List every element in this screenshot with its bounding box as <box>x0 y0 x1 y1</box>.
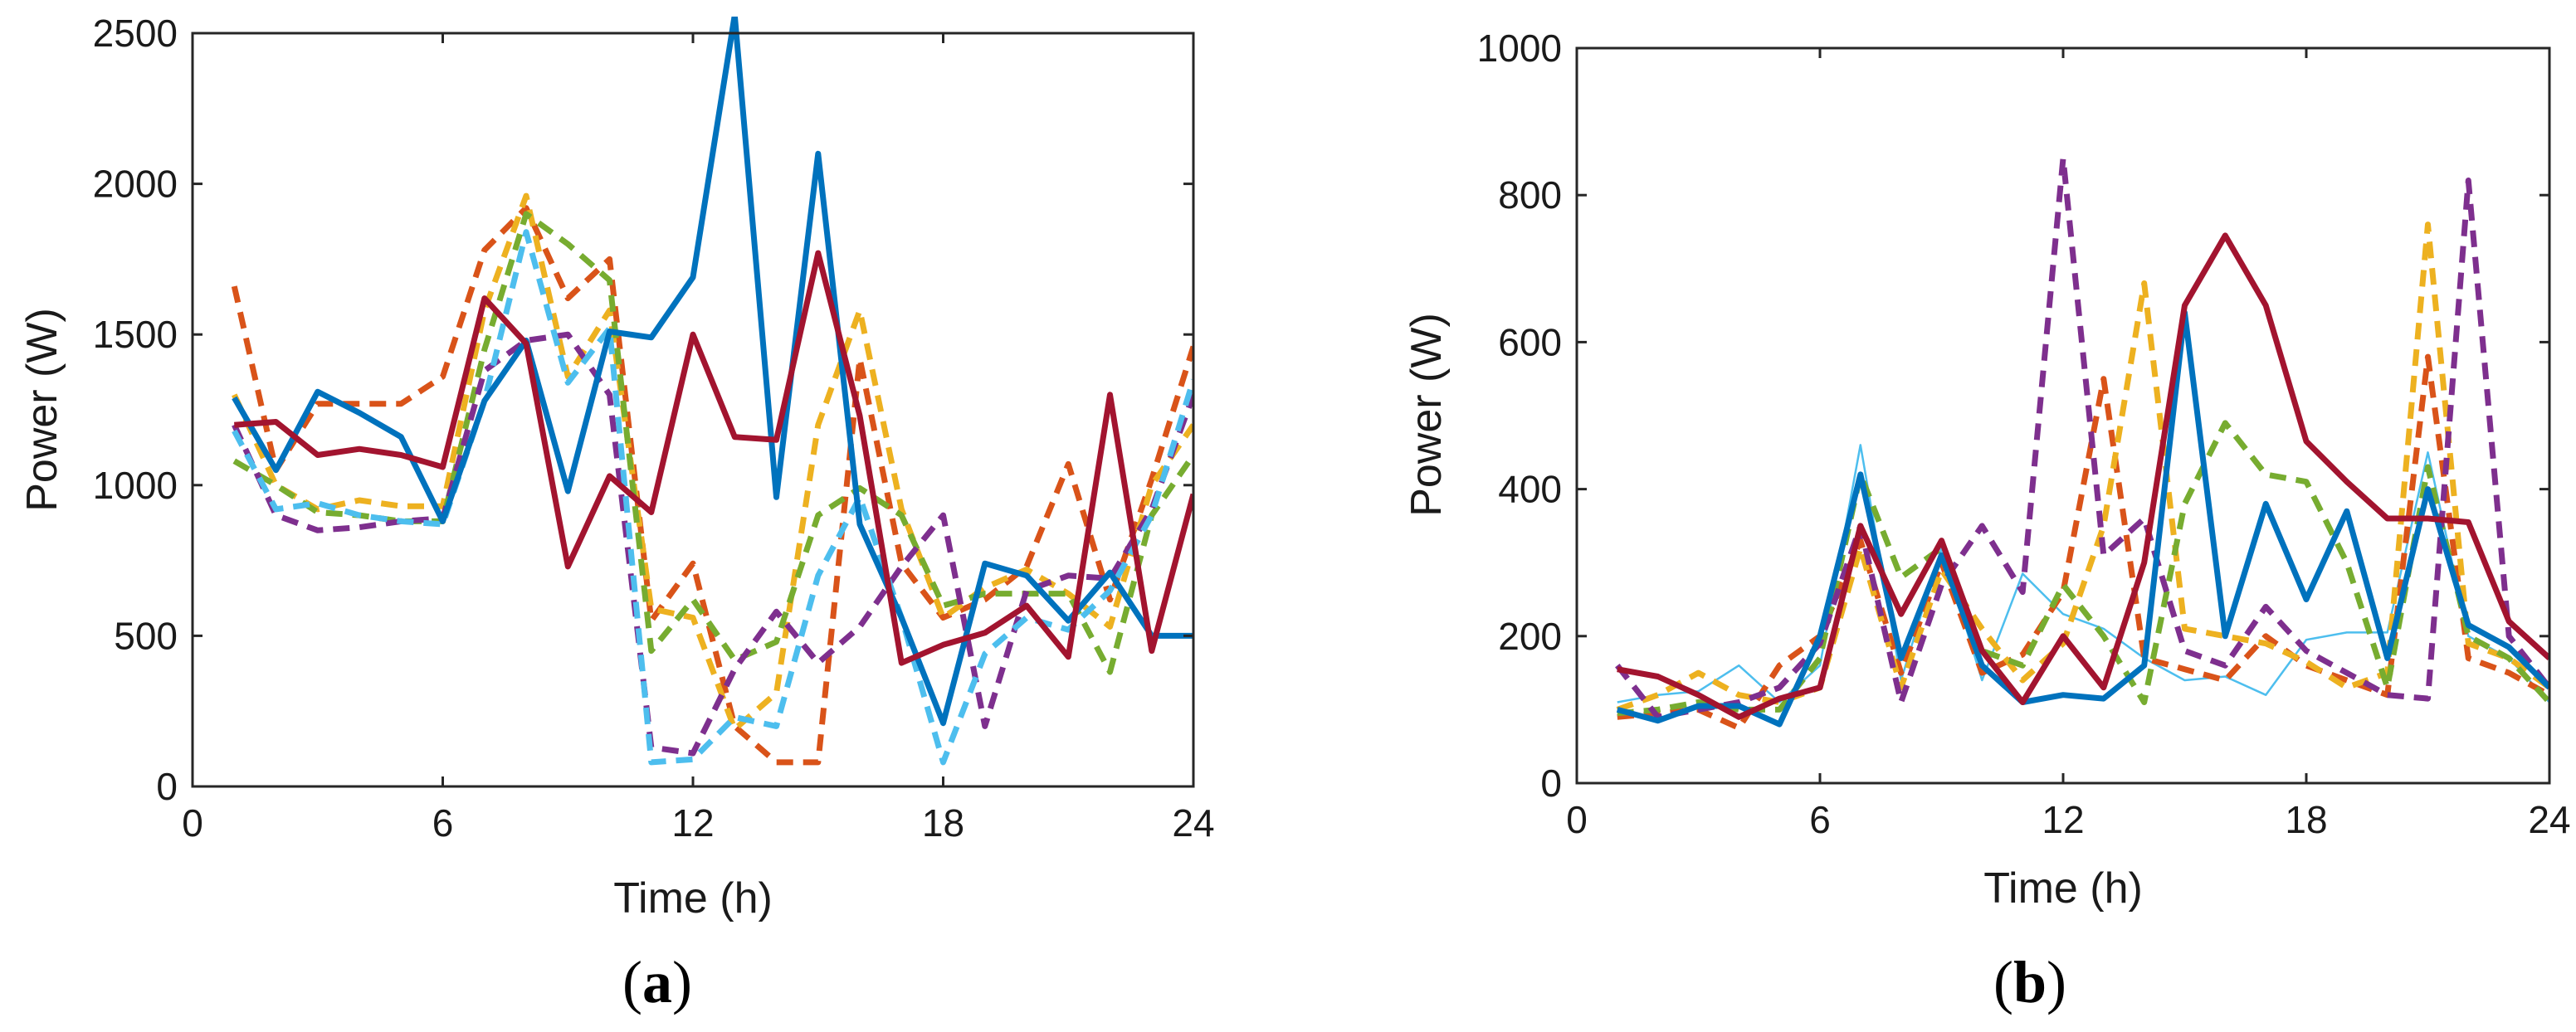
panel-b-x-tick-label: 24 <box>2528 798 2570 841</box>
panel-a-series-dashed-orange <box>231 205 1193 766</box>
panel-a-y-axis-label: Power (W) <box>18 308 66 512</box>
panel-b-y-axis-label: Power (W) <box>1403 313 1451 517</box>
panel-a-ticks: 0 6 12 18 24 0 500 1000 1500 2000 2500 <box>93 12 1215 845</box>
panel-a-caption: (a) <box>622 949 692 1015</box>
panel-b-y-tick-label: 0 <box>1540 762 1562 805</box>
panel-b-x-tick-label: 12 <box>2042 798 2084 841</box>
panel-a-caption-letter: a <box>642 949 672 1015</box>
panel-a-y-tick-label: 500 <box>114 614 178 657</box>
panel-b-ticks: 0 6 12 18 24 0 200 400 600 800 1000 <box>1477 27 2571 841</box>
panel-a-x-tick-label: 0 <box>182 801 203 845</box>
panel-a-plot-frame <box>191 32 1195 788</box>
panel-a-series-dashed-lightblue <box>232 229 1193 766</box>
panel-b-y-tick-label: 1000 <box>1477 27 1562 70</box>
panel-b-caption: (b) <box>1993 949 2066 1015</box>
panel-a-x-tick-label: 6 <box>432 801 454 845</box>
panel-a-series-solid-blue <box>232 17 1193 727</box>
panel-b-y-tick-label: 600 <box>1498 320 1562 363</box>
panel-a-x-tick-label: 18 <box>922 801 964 845</box>
panel-b-x-tick-label: 6 <box>1809 798 1831 841</box>
panel-a-series-dashed-purple <box>232 331 1193 757</box>
panel-a-y-tick-label: 1500 <box>93 313 178 356</box>
panel-a-x-tick-label: 24 <box>1172 801 1214 845</box>
panel-a-y-tick-label: 1000 <box>93 464 178 507</box>
panel-b-x-tick-label: 18 <box>2285 798 2327 841</box>
panel-a-y-tick-label: 2500 <box>93 12 178 55</box>
panel-b-y-tick-label: 800 <box>1498 173 1562 217</box>
panel-b-x-axis-label: Time (h) <box>1983 864 2143 913</box>
panel-b-series-dashed-yellow <box>1616 221 2549 713</box>
panel-b-series-solid-blue <box>1616 309 2549 728</box>
panel-b-series-dashed-green <box>1617 420 2549 717</box>
panel-a-series-group <box>231 17 1193 766</box>
panel-b-plot-frame <box>1575 46 2551 785</box>
panel-a: 0 6 12 18 24 0 500 1000 1500 2000 2500 Time (h) Po… <box>18 12 1215 1015</box>
panel-b-series-solid-red <box>1617 232 2549 720</box>
panel-b-x-tick-label: 0 <box>1566 798 1588 841</box>
panel-a-series-solid-red <box>234 250 1193 666</box>
panel-b-y-tick-label: 400 <box>1498 468 1562 511</box>
panel-b-series-group <box>1615 155 2549 731</box>
panel-a-y-tick-label: 2000 <box>93 163 178 206</box>
panel-b-caption-letter: b <box>2013 949 2047 1015</box>
panel-b-series-dashed-purple <box>1615 155 2549 720</box>
panel-a-series-dashed-yellow <box>232 192 1193 733</box>
panel-b: 0 6 12 18 24 0 200 400 600 800 1000 Time (h) Power… <box>1403 27 2571 1015</box>
panel-b-y-tick-label: 200 <box>1498 615 1562 658</box>
panel-a-x-axis-label: Time (h) <box>613 874 773 922</box>
panel-a-x-tick-label: 12 <box>671 801 714 845</box>
panel-a-y-tick-label: 0 <box>156 765 178 808</box>
